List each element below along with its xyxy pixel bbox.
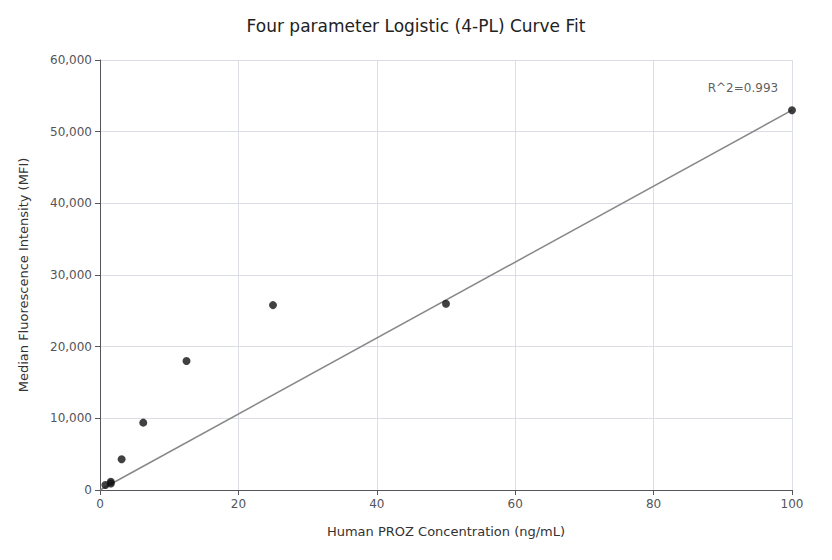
svg-text:100: 100: [781, 497, 804, 511]
svg-text:40: 40: [369, 497, 384, 511]
svg-text:80: 80: [646, 497, 661, 511]
svg-text:30,000: 30,000: [50, 268, 92, 282]
svg-text:0: 0: [96, 497, 104, 511]
svg-text:0: 0: [84, 483, 92, 497]
svg-text:60: 60: [508, 497, 523, 511]
svg-text:40,000: 40,000: [50, 196, 92, 210]
svg-text:Four parameter Logistic (4-PL): Four parameter Logistic (4-PL) Curve Fit: [247, 16, 586, 36]
svg-text:50,000: 50,000: [50, 125, 92, 139]
svg-text:Median Fluorescence Intensity: Median Fluorescence Intensity (MFI): [16, 158, 31, 393]
svg-text:20: 20: [231, 497, 246, 511]
svg-text:20,000: 20,000: [50, 340, 92, 354]
svg-text:60,000: 60,000: [50, 53, 92, 67]
svg-text:Human PROZ Concentration (ng/m: Human PROZ Concentration (ng/mL): [327, 524, 565, 539]
svg-text:R^2=0.993: R^2=0.993: [708, 81, 778, 95]
svg-text:10,000: 10,000: [50, 411, 92, 425]
